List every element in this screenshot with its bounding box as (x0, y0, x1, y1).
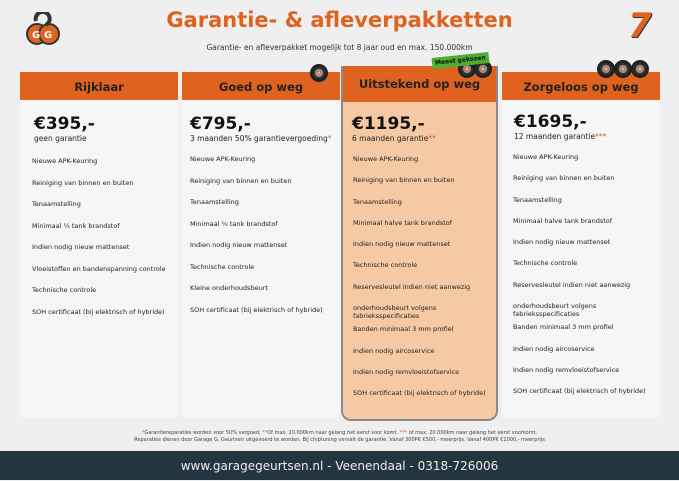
footnote-line-2: Reparaties dienen door Garage G. Geurtse… (134, 437, 545, 443)
svg-text:G: G (32, 30, 40, 41)
feature-item: Nieuwe APK-Keuring (353, 155, 419, 163)
feature-item: Technische controle (513, 259, 578, 268)
feature-list: Nieuwe APK-Keuring Reiniging van binnen … (353, 155, 496, 411)
feature-item: Indien nodig aircoservice (513, 344, 595, 353)
feature-item: Indien nodig nieuw mattenset (190, 241, 288, 249)
footer-contact[interactable]: www.garagegeurtsen.nl - Veenendaal - 031… (180, 459, 499, 473)
note-text: Of max. 10.000km naar gelang het eerst v… (267, 430, 400, 436)
feature-item: Reservesleutel indien niet aanwezig (513, 280, 631, 289)
feature-item: Technische controle (32, 286, 97, 294)
feature-item: Nieuwe APK-Keuring (190, 155, 256, 163)
feature-item: Banden minimaal 3 mm profiel (513, 323, 614, 332)
subtitle-text: 3 maanden 50% garantievergoeding (190, 134, 328, 143)
footnote-line-1: *Garantiereparaties worden voor 50% verg… (0, 430, 679, 437)
feature-item: Indien nodig nieuw mattenset (32, 243, 130, 251)
feature-item: Indien nodig nieuw mattenset (353, 240, 451, 249)
asterisk: *** (399, 430, 408, 436)
feature-item: Minimaal ¼ tank brandstof (32, 221, 120, 230)
feature-item: Banden minimaal 3 mm profiel (353, 325, 454, 334)
page-title: Garantie- & afleverpakketten (166, 8, 513, 32)
package-price: €1695,- (514, 112, 587, 132)
feature-item: Minimaal ¼ tank brandstof (190, 219, 278, 228)
package-goed-op-weg: Goed op weg €795,- 3 maanden 50% garanti… (182, 72, 340, 418)
asterisk: *** (595, 132, 607, 141)
asterisk: * (141, 430, 145, 436)
package-price: €1195,- (352, 114, 425, 134)
feature-item: Tenaamstelling (353, 197, 402, 206)
note-text: of max. 20.000km naar gelang het eerst v… (407, 430, 538, 436)
footer-bar: www.garagegeurtsen.nl - Veenendaal - 031… (0, 451, 679, 480)
feature-list: Nieuwe APK-Keuring Reiniging van binnen … (32, 157, 178, 329)
feature-item: Minimaal halve tank brandstof (353, 218, 453, 227)
feature-item: Indien nodig remvloeistofservice (513, 365, 620, 374)
feature-list: Nieuwe APK-Keuring Reiniging van binnen … (190, 155, 340, 327)
tire-icon (597, 60, 615, 78)
subtitle-text: geen garantie (34, 134, 87, 143)
garage-logo: G G (26, 12, 60, 45)
package-price: €395,- (34, 114, 95, 134)
feature-item: Nieuwe APK-Keuring (513, 153, 579, 161)
feature-item: Minimaal halve tank brandstof (513, 216, 613, 225)
package-name: Zorgeloos op weg (502, 72, 660, 100)
feature-item: Reiniging van binnen en buiten (190, 176, 292, 185)
feature-item: Tenaamstelling (190, 198, 239, 206)
feature-item: Indien nodig nieuw mattenset (513, 238, 611, 247)
tire-icon (310, 64, 328, 82)
tires-one (310, 64, 328, 82)
footnote: *Garantiereparaties worden voor 50% verg… (0, 430, 679, 444)
package-subtitle: 12 maanden garantie*** (514, 132, 660, 141)
asterisk: * (327, 134, 332, 143)
feature-item: Indien nodig aircoservice (353, 346, 435, 355)
subtitle-text: 6 maanden garantie (352, 134, 429, 143)
feature-item: Kleine onderhoudsbeurt (190, 284, 269, 292)
tire-icon (614, 60, 632, 78)
feature-item: SOH certificaat (bij elektrisch of hybri… (190, 305, 323, 314)
package-subtitle: 3 maanden 50% garantievergoeding* (190, 134, 340, 143)
package-subtitle: geen garantie (34, 134, 178, 143)
page-subtitle: Garantie- en afleverpakket mogelijk tot … (206, 43, 473, 52)
package-zorgeloos-op-weg: Zorgeloos op weg €1695,- 12 maanden gara… (502, 72, 660, 418)
feature-item: onderhoudsbeurt volgens fabrieksspecific… (513, 302, 597, 319)
subtitle-text: 12 maanden garantie (514, 132, 596, 141)
asterisk: ** (428, 134, 436, 143)
package-price: €795,- (190, 114, 251, 134)
feature-item: SOH certificaat (bij elektrisch of hybri… (513, 387, 646, 396)
feature-item: Nieuwe APK-Keuring (32, 157, 98, 165)
feature-item: Reiniging van binnen en buiten (513, 174, 615, 183)
feature-item: Tenaamstelling (32, 200, 81, 208)
feature-item: Reiniging van binnen en buiten (353, 176, 455, 185)
seven-logo: 7 (628, 6, 652, 46)
feature-item: Reservesleutel indien niet aanwezig (353, 282, 471, 291)
asterisk: ** (262, 430, 268, 436)
svg-text:G: G (44, 30, 52, 41)
note-text: Garantiereparaties worden voor 50% vergo… (144, 430, 263, 436)
feature-item: Reiniging van binnen en buiten (32, 178, 134, 187)
package-uitstekend-op-weg: Uitstekend op weg €1195,- 6 maanden gara… (341, 66, 498, 421)
feature-item: Tenaamstelling (513, 195, 562, 204)
feature-item: Technische controle (190, 262, 255, 271)
feature-item: Indien nodig remvloeistofservice (353, 367, 460, 376)
feature-list: Nieuwe APK-Keuring Reiniging van binnen … (513, 153, 660, 409)
tire-icon (631, 60, 649, 78)
package-subtitle: 6 maanden garantie** (352, 134, 496, 143)
tires-three (597, 60, 649, 78)
package-name: Rijklaar (20, 72, 178, 100)
feature-item: Vloeistoffen en bandenspanning controle (32, 264, 166, 273)
package-rijklaar: Rijklaar €395,- geen garantie Nieuwe APK… (20, 72, 178, 418)
feature-item: onderhoudsbeurt volgens fabrieksspecific… (353, 304, 437, 321)
feature-item: SOH certificaat (bij elektrisch of hybri… (32, 307, 165, 316)
feature-item: Technische controle (353, 261, 418, 270)
feature-item: SOH certificaat (bij elektrisch of hybri… (353, 389, 486, 398)
